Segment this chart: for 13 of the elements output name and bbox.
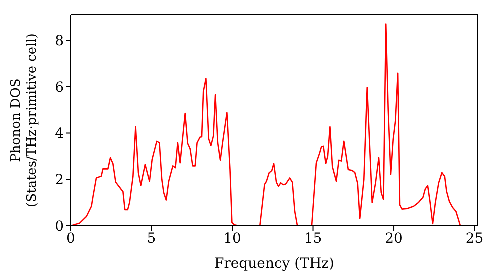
y-tick-label: 4 (55, 126, 64, 142)
y-tick-label: 6 (55, 80, 64, 96)
x-tick-label: 10 (224, 230, 242, 247)
x-tick-label: 5 (147, 230, 156, 247)
y-tick-label: 2 (55, 172, 64, 189)
x-tick-label: 15 (304, 230, 322, 247)
x-tick-label: 25 (466, 230, 484, 247)
x-axis-title: Frequency (THz) (214, 256, 335, 272)
x-tick-label: 0 (66, 230, 76, 247)
x-tick-label: 20 (385, 230, 403, 247)
y-axis-title: Phonon DOS (States/THz·primitive cell) (9, 33, 40, 208)
y-tick-label: 0 (55, 218, 64, 235)
y-tick-label: 8 (55, 33, 64, 50)
